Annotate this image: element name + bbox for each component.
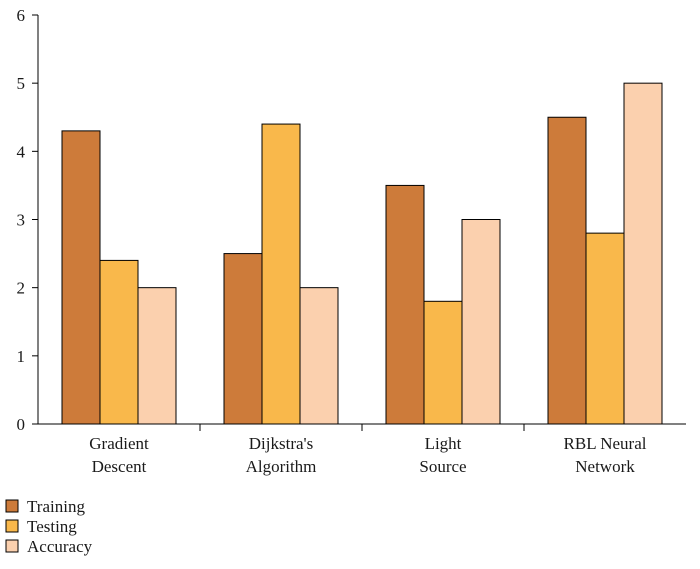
bar-testing xyxy=(585,232,625,425)
x-tick-label: Light xyxy=(425,434,462,453)
x-tick-label: Algorithm xyxy=(246,457,317,476)
bar-accuracy xyxy=(137,287,177,425)
legend-swatch-testing xyxy=(5,519,19,533)
x-axis: Gradient Descent Dijkstra's Algorithm Light S… xyxy=(38,423,686,476)
y-axis: 0 1 2 3 4 5 6 xyxy=(17,6,39,434)
legend-swatch-training xyxy=(5,499,19,513)
bar-training xyxy=(61,130,101,425)
y-tick-label: 1 xyxy=(17,347,26,366)
legend-label-accuracy: Accuracy xyxy=(27,537,93,556)
bar-accuracy xyxy=(623,82,663,425)
x-tick-label: Source xyxy=(419,457,466,476)
x-tick-label: Descent xyxy=(92,457,147,476)
bar-training xyxy=(223,253,263,425)
legend-label-testing: Testing xyxy=(27,517,77,536)
bar-accuracy xyxy=(461,219,501,425)
x-tick-label: Dijkstra's xyxy=(249,434,313,453)
legend-label-training: Training xyxy=(27,497,85,516)
bar-testing xyxy=(261,123,301,425)
x-tick-label: Network xyxy=(575,457,635,476)
x-tick-label: Gradient xyxy=(89,434,149,453)
y-tick-label: 0 xyxy=(17,415,26,434)
bar-training xyxy=(547,116,587,425)
x-tick-label: RBL Neural xyxy=(564,434,647,453)
y-tick-label: 6 xyxy=(17,6,26,25)
bar-testing xyxy=(99,259,139,425)
bar-training xyxy=(385,184,425,425)
y-tick-label: 2 xyxy=(17,279,26,298)
bar-testing xyxy=(423,300,463,425)
y-tick-label: 3 xyxy=(17,211,26,230)
legend-swatch-accuracy xyxy=(5,539,19,553)
y-tick-label: 4 xyxy=(17,142,26,161)
y-tick-label: 5 xyxy=(17,74,26,93)
bars xyxy=(61,82,663,425)
bar-accuracy xyxy=(299,287,339,425)
